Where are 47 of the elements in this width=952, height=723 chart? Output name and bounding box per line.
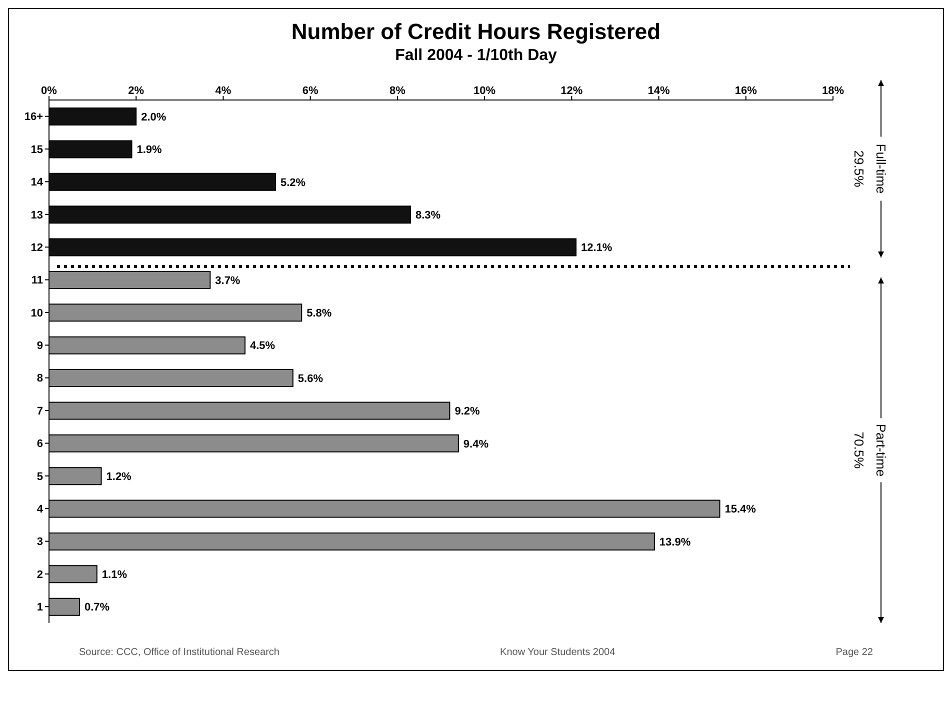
data-label: 9.2% xyxy=(454,406,480,418)
data-label: 1.2% xyxy=(106,470,132,483)
y-tick-label: 11 xyxy=(31,274,43,287)
x-tick-label: 12% xyxy=(560,85,583,97)
x-tick-label: 14% xyxy=(648,85,670,97)
text: Page 22 xyxy=(836,647,873,658)
y-tick-label: 16+ xyxy=(24,111,43,124)
data-label: 12.1% xyxy=(581,242,612,254)
data-label: 13.9% xyxy=(659,536,691,548)
data-label: 9.4% xyxy=(463,438,489,450)
x-tick-label: 6% xyxy=(302,85,318,97)
y-tick-label: 6 xyxy=(36,438,43,450)
y-tick-label: 7 xyxy=(36,405,43,418)
y-tick-label: 9 xyxy=(36,340,43,352)
y-tick-label: 12 xyxy=(30,242,43,254)
y-tick-label: 4 xyxy=(36,504,44,516)
y-tick-label: 8 xyxy=(36,372,43,385)
y-tick-label: 3 xyxy=(36,536,43,548)
y-tick-label: 5 xyxy=(36,470,43,483)
x-tick-label: 16% xyxy=(734,85,758,97)
y-tick-label: 13 xyxy=(30,209,43,222)
data-label: 5.8% xyxy=(306,308,332,320)
data-label: 2.0% xyxy=(141,111,166,124)
data-label: 1.9% xyxy=(136,144,162,156)
y-tick-label: 10 xyxy=(30,307,43,320)
x-tick-label: 0% xyxy=(41,85,58,97)
chart-subtitle: Fall 2004 - 1/10th Day xyxy=(394,47,558,65)
data-label: 5.2% xyxy=(280,176,306,189)
data-label: 4.5% xyxy=(250,340,276,352)
data-label: 1.1% xyxy=(102,569,128,582)
y-tick-label: 1 xyxy=(36,602,43,614)
x-tick-label: 8% xyxy=(389,85,406,97)
data-label: 5.6% xyxy=(298,372,324,385)
x-tick-label: 10% xyxy=(474,85,496,97)
source-note: Source: CCC, Office of Institutional Research xyxy=(79,647,280,658)
text: Know Your Students 2004 xyxy=(500,647,616,658)
data-label: 8.3% xyxy=(416,209,441,222)
x-tick-label: 2% xyxy=(128,85,144,97)
y-tick-label: 14 xyxy=(30,176,44,189)
y-tick-label: 2 xyxy=(36,568,43,581)
x-tick-label: 18% xyxy=(822,85,844,97)
x-tick-label: 4% xyxy=(215,85,232,97)
data-label: 15.4% xyxy=(724,504,756,516)
y-tick-label: 15 xyxy=(30,144,43,156)
data-label: 3.7% xyxy=(215,274,240,287)
data-label: 0.7% xyxy=(84,602,110,614)
chart-title: Number of Credit Hours Registered xyxy=(290,18,662,45)
